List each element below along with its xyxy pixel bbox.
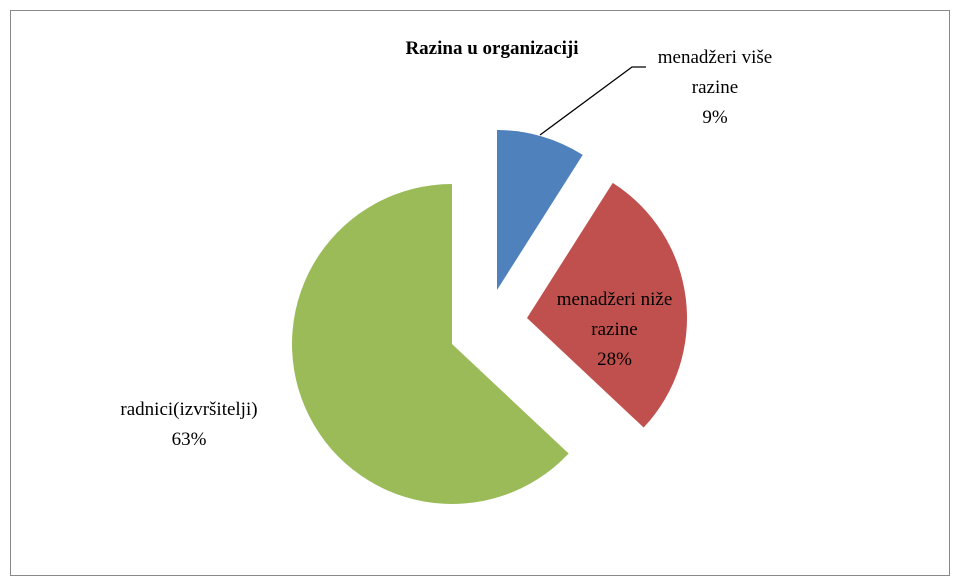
slice-name: radnici(izvršitelji) (120, 399, 258, 420)
chart-title: Razina u organizaciji (405, 38, 579, 59)
slice-label: menadžeri više razine 9% (640, 43, 790, 133)
pie-slice (497, 130, 583, 290)
leader-line (539, 66, 646, 136)
slice-label: menadžeri niže razine 28% (547, 285, 682, 375)
pie-slice (527, 182, 687, 428)
slice-label: radnici(izvršitelji) 63% (100, 395, 278, 455)
slice-value: 9% (702, 107, 728, 128)
slice-value: 63% (171, 429, 207, 450)
slice-name: menadžeri niže razine (556, 289, 673, 340)
chart-border (10, 10, 950, 576)
slice-name: menadžeri više razine (657, 47, 773, 98)
pie-slice (292, 184, 569, 504)
slice-value: 28% (597, 349, 632, 370)
